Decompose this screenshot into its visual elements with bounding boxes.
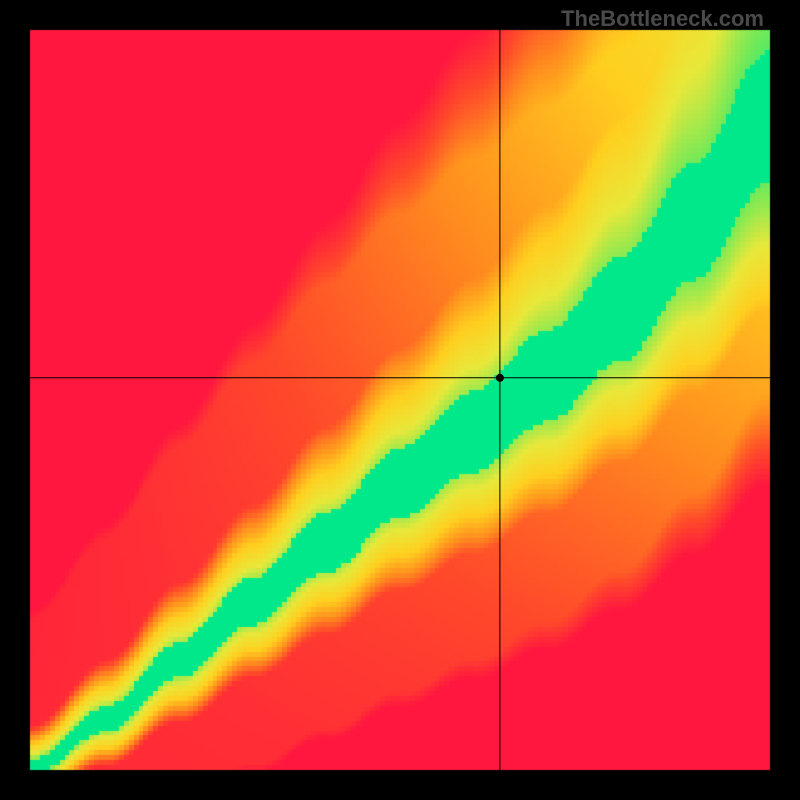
chart-container: TheBottleneck.com (0, 0, 800, 800)
attribution-watermark: TheBottleneck.com (561, 6, 764, 32)
bottleneck-heatmap (0, 0, 800, 800)
